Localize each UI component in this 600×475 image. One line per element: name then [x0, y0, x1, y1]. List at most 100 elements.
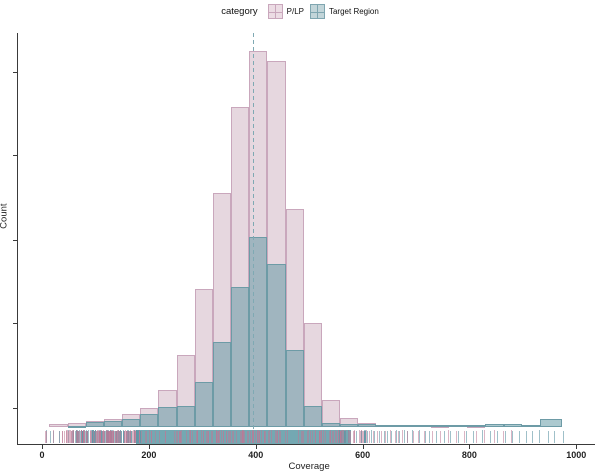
rug-tick: [116, 431, 118, 444]
rug-tick: [239, 430, 241, 444]
rug-tick: [191, 431, 193, 444]
rug-tick: [424, 431, 426, 444]
rug-tick: [91, 431, 93, 444]
rug-tick: [101, 431, 103, 444]
rug-tick: [113, 431, 115, 444]
rug-tick: [284, 430, 286, 444]
rug-tick: [101, 430, 103, 444]
rug-tick: [67, 430, 69, 444]
rug-tick: [361, 431, 363, 444]
rug-tick: [458, 430, 460, 444]
histogram-bar-target-region: [539, 418, 563, 427]
rug-tick: [190, 430, 192, 444]
rug-tick: [377, 430, 378, 444]
rug-tick: [321, 430, 323, 444]
rug-tick: [119, 430, 121, 444]
histogram-bar-target-region: [85, 422, 104, 427]
rug-tick: [431, 430, 433, 444]
rug-tick: [96, 431, 98, 444]
rug-tick: [106, 430, 108, 444]
rug-tick: [249, 430, 251, 444]
rug-tick: [256, 430, 258, 444]
rug-tick: [99, 431, 101, 444]
histogram-bar-target-region: [158, 407, 177, 427]
rug-tick: [424, 430, 426, 444]
rug-tick: [113, 431, 115, 444]
rug-tick: [45, 430, 47, 444]
rug-tick: [125, 431, 127, 444]
histogram-bar-target-region: [430, 425, 450, 427]
rug-tick: [502, 430, 504, 444]
rug-tick: [338, 431, 340, 444]
rug-tick: [511, 430, 513, 444]
rug-tick: [345, 430, 347, 444]
rug-tick: [228, 430, 230, 444]
rug-tick: [269, 430, 271, 444]
x-tick-label: 400: [248, 450, 264, 460]
x-tick-mark: [255, 444, 257, 449]
histogram-bar-target-region: [67, 425, 86, 428]
rug-tick: [287, 430, 289, 444]
histogram-bar-target-region: [194, 381, 213, 427]
y-axis-title: Count: [0, 203, 10, 229]
rug-tick: [129, 431, 130, 444]
rug-tick: [127, 430, 129, 444]
rug-tick: [349, 431, 351, 444]
rug-tick: [78, 430, 80, 444]
rug-tick: [100, 430, 102, 444]
rug-tick: [66, 430, 68, 444]
y-tick-mark: [12, 71, 17, 73]
legend-label-target-region: Target Region: [328, 7, 379, 16]
x-tick-label: 800: [461, 450, 477, 460]
rug-tick: [201, 430, 203, 444]
rug-tick: [482, 430, 484, 444]
rug-tick: [178, 430, 180, 444]
rug-tick: [343, 431, 345, 444]
legend-swatch-plp-icon: [267, 4, 283, 19]
rug-tick: [103, 430, 105, 444]
rug-tick: [129, 430, 131, 444]
rug-tick: [436, 430, 438, 444]
rug-tick: [59, 430, 61, 444]
rug-tick: [276, 430, 278, 444]
rug-tick: [242, 430, 244, 444]
rug-tick: [309, 430, 311, 444]
rug-tick: [339, 430, 341, 444]
x-tick-label: 200: [141, 450, 157, 460]
rug-tick: [135, 430, 136, 444]
legend-title: category: [221, 6, 258, 17]
rug-tick: [361, 431, 363, 444]
rug-tick: [383, 430, 385, 444]
rug-tick: [396, 430, 398, 444]
rug-tick: [372, 431, 374, 444]
rug-tick: [58, 431, 60, 444]
rug-tick: [104, 430, 106, 444]
histogram-bar-target-region: [394, 425, 413, 427]
rug-tick: [255, 431, 257, 444]
rug-tick: [456, 431, 458, 444]
rug-tick: [176, 431, 178, 444]
histogram-bar-target-region: [267, 263, 286, 427]
rug-tick: [398, 430, 400, 444]
rug-tick: [252, 431, 253, 444]
rug-tick: [332, 430, 334, 444]
rug-tick: [385, 431, 387, 444]
rug-tick: [367, 430, 369, 444]
rug-tick: [465, 430, 467, 444]
rug-tick: [335, 431, 337, 444]
histogram-bar-target-region: [521, 424, 540, 427]
rug-tick: [222, 430, 224, 444]
rug-tick: [85, 430, 87, 444]
rug-tick: [97, 431, 99, 444]
rug-tick: [231, 430, 233, 444]
histogram-bar-target-region: [467, 424, 486, 427]
rug-tick: [65, 430, 67, 444]
x-tick-label: 600: [355, 450, 371, 460]
rug-tick: [181, 430, 183, 444]
rug-tick: [406, 430, 408, 444]
rug-tick: [358, 430, 360, 444]
rug-tick: [49, 430, 51, 444]
rug-tick: [447, 430, 449, 444]
x-tick-mark: [362, 444, 364, 449]
